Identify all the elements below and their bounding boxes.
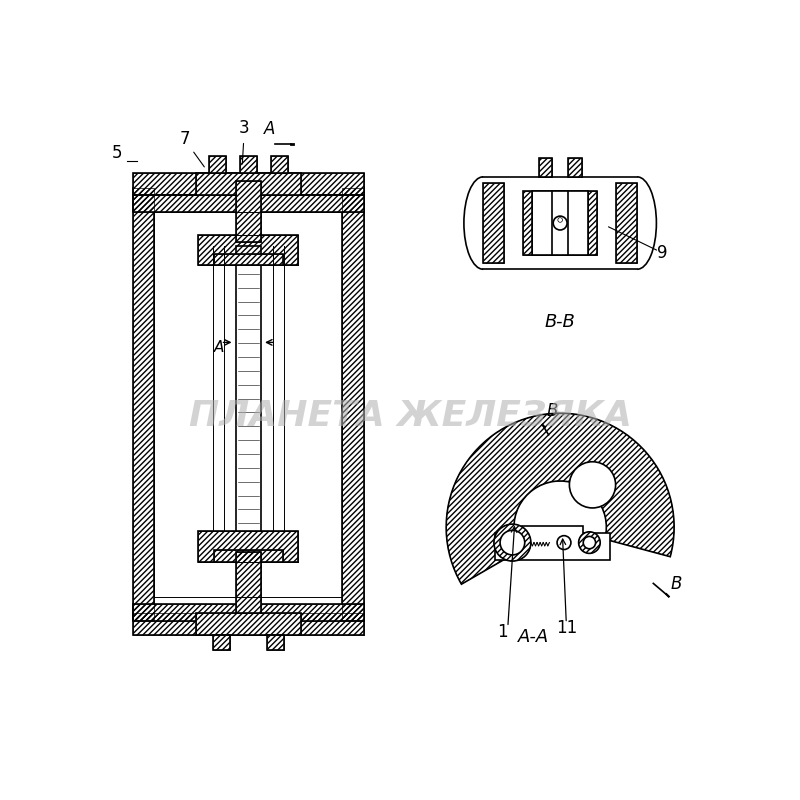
Text: 3: 3 — [238, 119, 249, 137]
Circle shape — [570, 462, 615, 508]
Text: 5: 5 — [112, 144, 122, 162]
Bar — [133, 604, 364, 621]
Bar — [213, 635, 230, 650]
Circle shape — [578, 532, 600, 554]
Bar — [133, 173, 364, 194]
Text: A-A: A-A — [518, 628, 549, 646]
Bar — [236, 246, 261, 531]
Bar — [342, 189, 364, 619]
Bar — [523, 190, 597, 255]
Bar — [266, 635, 284, 650]
Bar — [198, 531, 298, 562]
Bar — [209, 156, 226, 173]
Bar — [214, 550, 283, 562]
Bar — [568, 158, 582, 177]
Bar — [266, 635, 284, 650]
Bar — [133, 189, 154, 619]
Bar — [240, 156, 257, 173]
Bar — [196, 173, 301, 194]
Text: B-B: B-B — [545, 313, 575, 330]
Bar — [196, 614, 301, 635]
Bar — [236, 181, 261, 242]
Bar — [568, 158, 582, 177]
Bar — [214, 254, 283, 266]
Bar — [236, 552, 261, 614]
Circle shape — [554, 216, 567, 230]
Bar — [196, 173, 301, 194]
Bar — [236, 181, 261, 242]
Bar — [240, 156, 257, 173]
Polygon shape — [494, 526, 610, 559]
Bar — [209, 156, 226, 173]
Polygon shape — [616, 183, 637, 263]
Bar — [538, 158, 553, 177]
Text: 9: 9 — [658, 244, 668, 262]
Bar — [214, 254, 283, 266]
Bar — [198, 234, 298, 266]
Bar — [133, 194, 364, 211]
Text: B: B — [670, 574, 682, 593]
Bar — [236, 552, 261, 614]
Bar — [213, 635, 230, 650]
Bar — [538, 158, 553, 177]
Bar — [133, 194, 364, 211]
Circle shape — [558, 218, 562, 222]
Bar — [270, 156, 287, 173]
Wedge shape — [446, 414, 674, 584]
Bar — [553, 190, 568, 255]
Bar — [133, 604, 364, 621]
Text: ПЛАНЕТА ЖЕЛЕЗЯКА: ПЛАНЕТА ЖЕЛЕЗЯКА — [189, 398, 631, 433]
Bar — [198, 531, 298, 562]
Bar — [270, 156, 287, 173]
Text: 7: 7 — [179, 130, 190, 148]
Text: A: A — [214, 340, 224, 354]
Bar — [133, 614, 364, 635]
Bar — [133, 614, 364, 635]
Circle shape — [583, 537, 595, 549]
Bar — [133, 189, 154, 619]
Text: A: A — [264, 121, 275, 138]
Text: 1: 1 — [497, 623, 508, 642]
Circle shape — [494, 524, 531, 561]
Bar — [133, 173, 364, 194]
Text: 11: 11 — [556, 619, 577, 638]
Circle shape — [557, 536, 571, 550]
Bar — [214, 550, 283, 562]
Circle shape — [500, 530, 525, 555]
Polygon shape — [483, 183, 504, 263]
Bar — [523, 190, 597, 255]
Bar — [533, 190, 588, 255]
Bar — [196, 614, 301, 635]
Bar — [213, 246, 284, 531]
Bar — [342, 189, 364, 619]
Bar — [198, 234, 298, 266]
Text: B: B — [546, 402, 558, 419]
